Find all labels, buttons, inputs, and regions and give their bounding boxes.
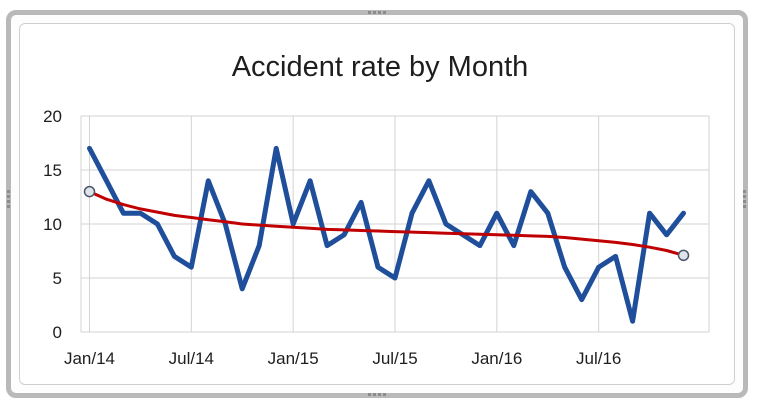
x-tick-label: Jul/15 <box>372 349 417 368</box>
x-tick-label: Jul/14 <box>169 349 214 368</box>
x-tick-label: Jul/16 <box>576 349 621 368</box>
x-axis-ticks: Jan/14 Jul/14 Jan/15 Jul/15 Jan/16 Jul/16 <box>64 349 621 368</box>
resize-handle-left[interactable] <box>7 190 10 208</box>
y-tick-label: 10 <box>43 215 62 234</box>
y-tick-label: 0 <box>53 323 62 342</box>
y-axis-ticks: 0 5 10 15 20 <box>43 107 62 342</box>
trendline-endpoint-handle[interactable] <box>83 185 96 198</box>
gridlines <box>80 115 710 333</box>
trendline[interactable] <box>88 190 685 257</box>
series-group <box>83 145 690 324</box>
x-tick-label: Jan/15 <box>268 349 319 368</box>
chart-area <box>19 23 735 385</box>
resize-handle-bottom[interactable] <box>368 393 386 396</box>
x-tick-label: Jan/16 <box>471 349 522 368</box>
y-tick-label: 15 <box>43 161 62 180</box>
x-tick-label: Jan/14 <box>64 349 115 368</box>
chart-frame[interactable] <box>6 10 748 398</box>
y-tick-label: 5 <box>53 269 62 288</box>
trendline-endpoint-handle[interactable] <box>677 249 690 262</box>
resize-handle-right[interactable] <box>743 190 746 208</box>
series-line-accident-rate[interactable] <box>87 145 686 324</box>
resize-handle-top[interactable] <box>368 11 386 14</box>
chart-title: Accident rate by Month <box>232 51 529 83</box>
y-tick-label: 20 <box>43 107 62 126</box>
